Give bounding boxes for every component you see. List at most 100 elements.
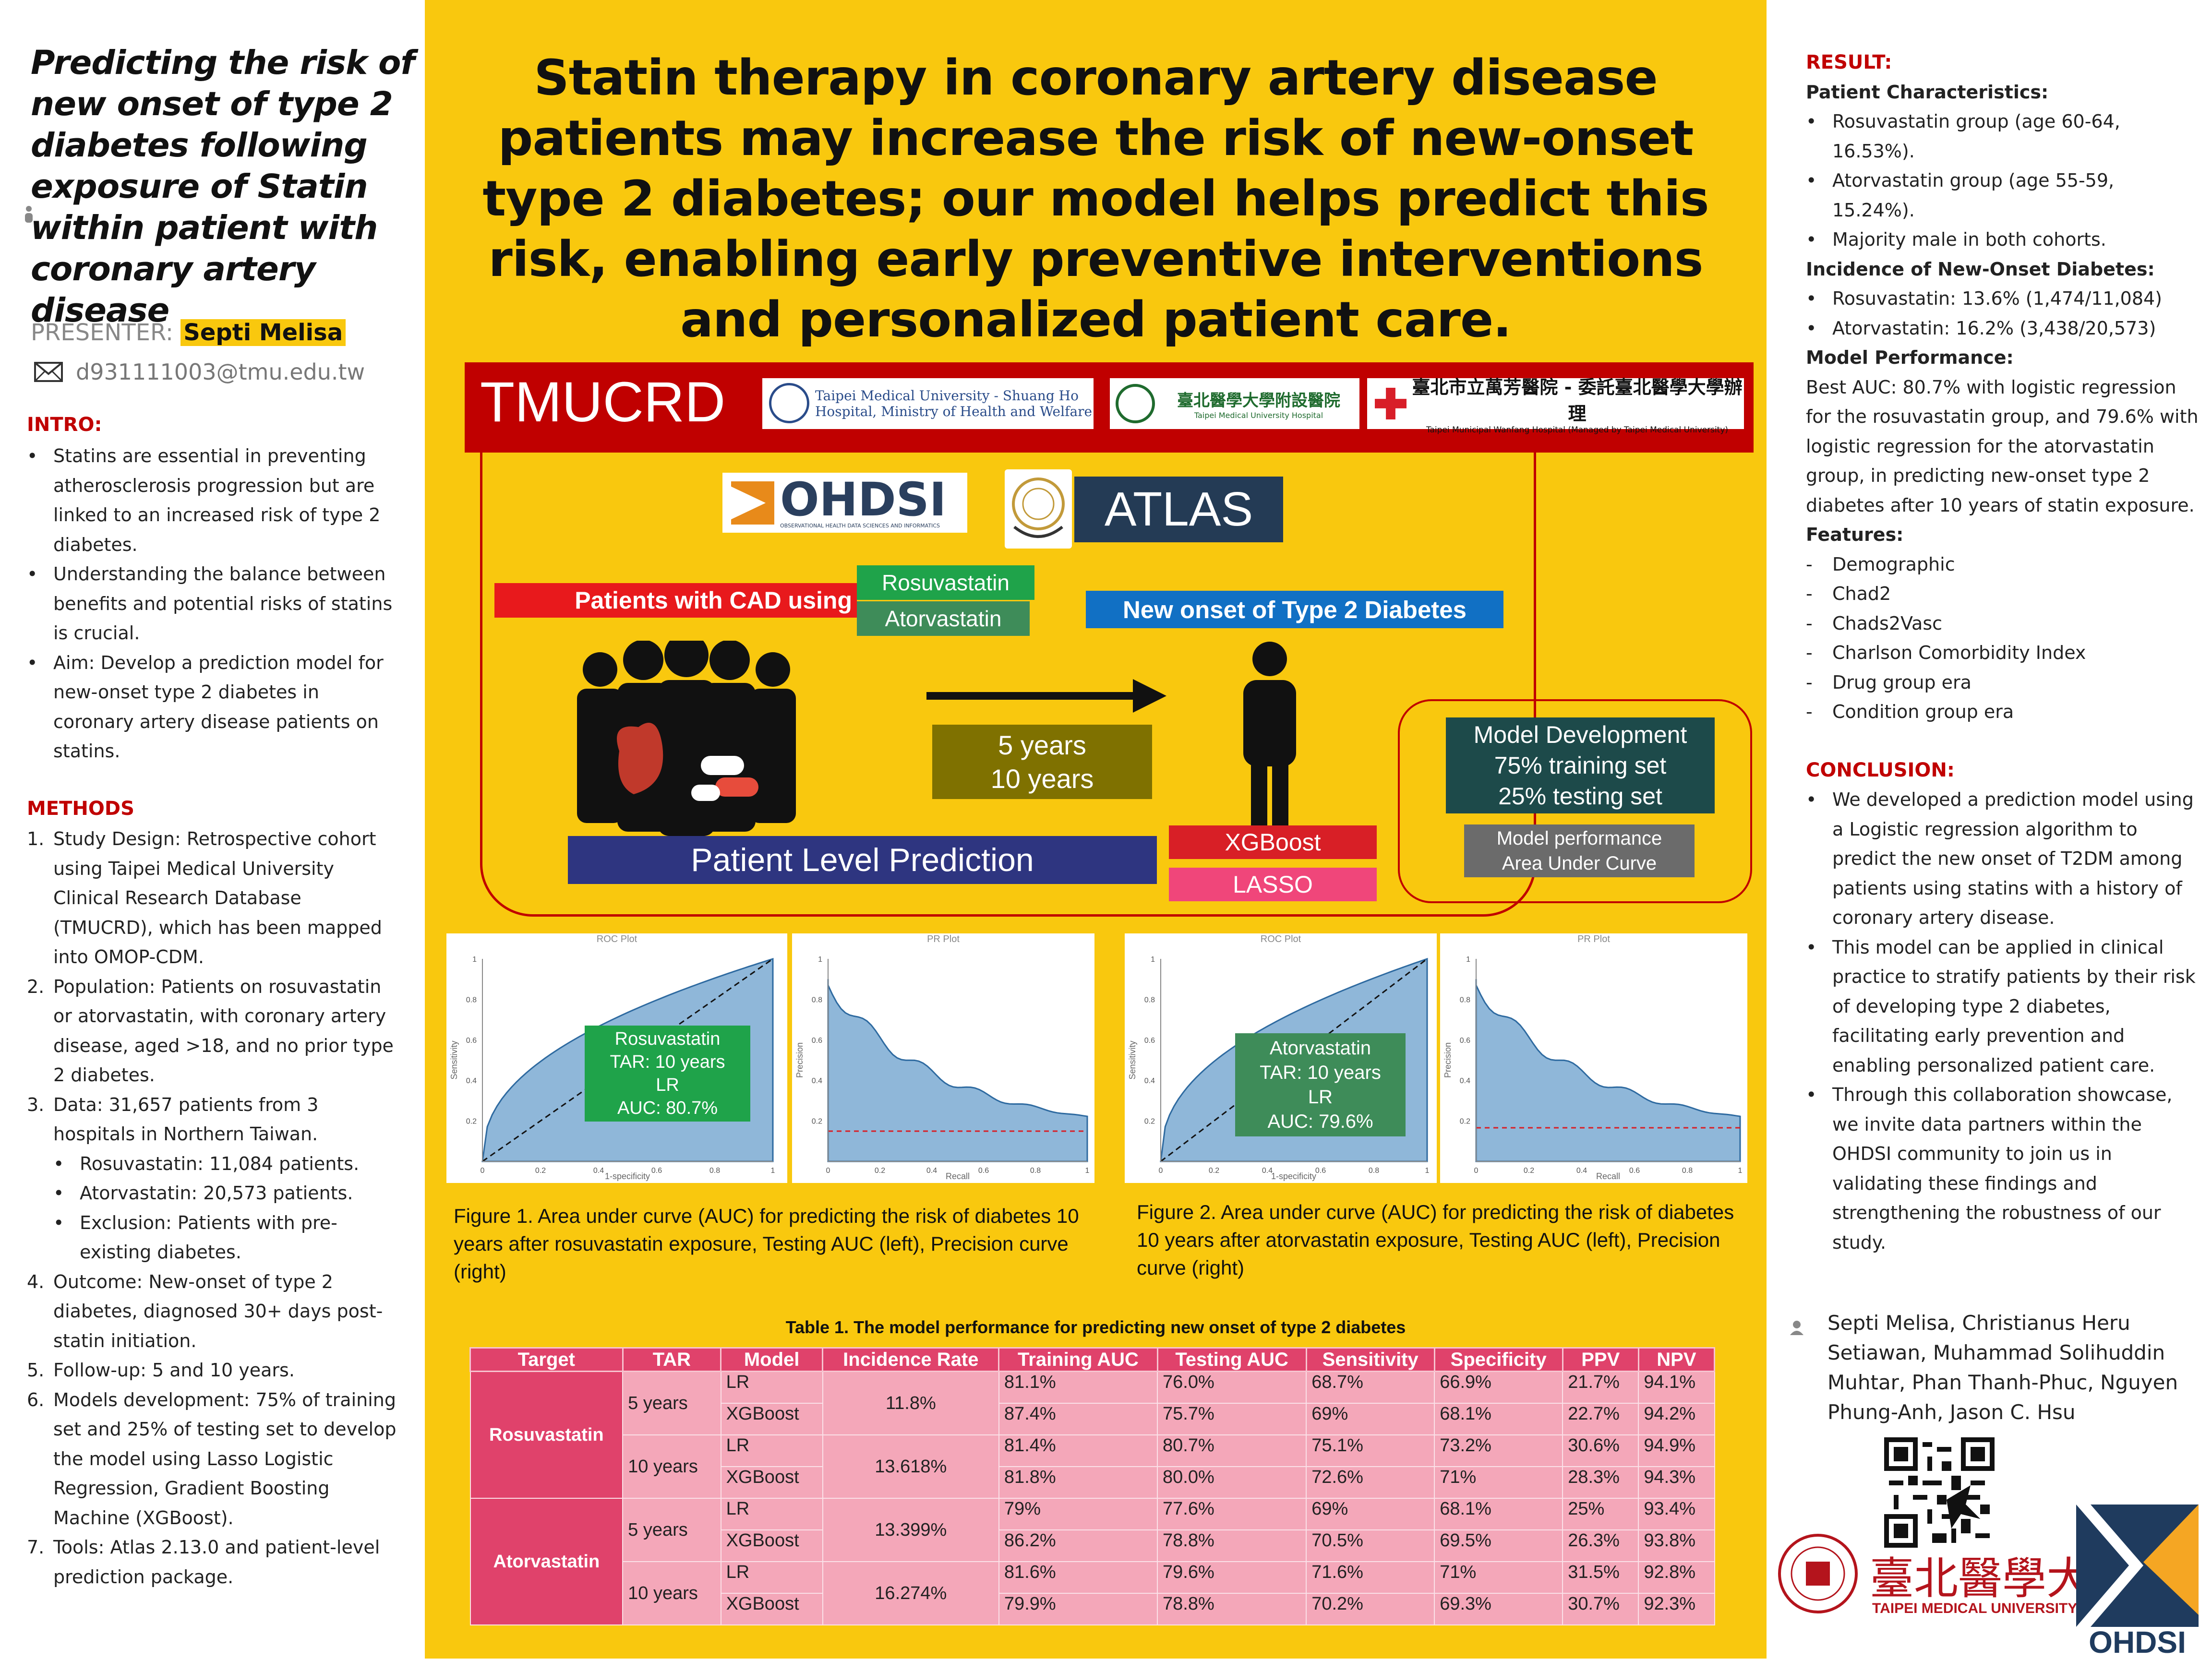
feature-item: Charlson Comorbidity Index bbox=[1806, 638, 2200, 668]
x-tick-label: 0.2 bbox=[1524, 1167, 1534, 1175]
target-cell: Rosuvastatin bbox=[469, 1371, 624, 1499]
x-tick-label: 0.8 bbox=[709, 1167, 720, 1175]
atlas-label: ATLAS bbox=[1074, 477, 1283, 542]
tar-cell: 5 years bbox=[622, 1371, 721, 1435]
features-heading: Features: bbox=[1806, 524, 1904, 545]
ohdsi-logo: OHDSI OBSERVATIONAL HEALTH DATA SCIENCES… bbox=[722, 473, 967, 533]
y-tick-label: 0.6 bbox=[466, 1037, 477, 1045]
tmuh-logo: 臺北醫學大學附設醫院 Taipei Medical University Hos… bbox=[1110, 378, 1359, 429]
qr-code-icon[interactable] bbox=[1884, 1437, 1995, 1548]
tmuh-emblem-icon bbox=[1116, 384, 1155, 423]
table-header: Testing AUC bbox=[1156, 1347, 1307, 1372]
metric-cell: 81.6% bbox=[998, 1561, 1158, 1594]
methods-subitem: Exclusion: Patients with pre-existing di… bbox=[53, 1208, 401, 1267]
fig1-pr-svg: PR Plot 0 0.2 0.4 0.6 0.8 1 0.2 0.4 0.6 0.8 1 Rec… bbox=[795, 934, 1090, 1181]
single-patient-icon bbox=[1234, 641, 1306, 835]
person-icon bbox=[24, 205, 34, 224]
metric-cell: 81.8% bbox=[998, 1466, 1158, 1499]
pc-heading: Patient Characteristics: bbox=[1806, 81, 2049, 103]
table-header: NPV bbox=[1637, 1347, 1716, 1372]
fig2-pr-ylabel: Precision bbox=[1443, 1042, 1453, 1078]
y-tick-label: 0.4 bbox=[812, 1077, 822, 1085]
x-tick-label: 0.4 bbox=[593, 1167, 604, 1175]
metric-cell: 70.5% bbox=[1306, 1529, 1435, 1562]
feature-item: Condition group era bbox=[1806, 697, 2200, 727]
metric-cell: 28.3% bbox=[1562, 1466, 1639, 1499]
metric-cell: 31.5% bbox=[1562, 1561, 1639, 1594]
y-tick-label: 0.8 bbox=[1144, 996, 1155, 1004]
fig1-caption: Figure 1. Area under curve (AUC) for pre… bbox=[454, 1205, 1079, 1283]
fig1-pr-plot: PR Plot 0 0.2 0.4 0.6 0.8 1 0.2 0.4 0.6 0.8 1 Rec… bbox=[792, 933, 1094, 1183]
ohdsi-footer-text: OHDSI bbox=[2089, 1625, 2186, 1660]
fig2-pr-xlabel: Recall bbox=[1596, 1171, 1620, 1181]
table-header: PPV bbox=[1562, 1347, 1639, 1372]
plp-label: Patient Level Prediction bbox=[568, 836, 1157, 884]
methods-subitem: Rosuvastatin: 11,084 patients. bbox=[53, 1149, 401, 1179]
y-tick-label: 0.6 bbox=[812, 1037, 822, 1045]
metric-cell: 93.4% bbox=[1638, 1498, 1715, 1530]
metric-cell: 71.6% bbox=[1306, 1561, 1435, 1594]
metric-cell: 75.7% bbox=[1157, 1403, 1307, 1435]
metric-cell: 78.8% bbox=[1157, 1529, 1307, 1562]
shuangho-emblem-icon bbox=[769, 383, 809, 423]
metric-cell: 81.1% bbox=[998, 1371, 1158, 1404]
table-row: 10 years LR 16.274% 81.6% 79.6% 71.6% 71% 31.5%… bbox=[470, 1561, 1715, 1625]
target-cell: Atorvastatin bbox=[469, 1498, 624, 1625]
metric-cell: 80.7% bbox=[1157, 1434, 1307, 1467]
fig1-pr-ylabel: Precision bbox=[795, 1042, 805, 1078]
methods-heading: METHODS bbox=[27, 798, 134, 820]
y-tick-label: 0.6 bbox=[1144, 1037, 1155, 1045]
metric-cell: 79.6% bbox=[1157, 1561, 1307, 1594]
authors: Septi Melisa, Christianus Heru Setiawan,… bbox=[1827, 1311, 2178, 1424]
feature-item: Chads2Vasc bbox=[1806, 609, 2200, 639]
intro-heading: INTRO: bbox=[27, 414, 102, 436]
metric-cell: 66.9% bbox=[1434, 1371, 1563, 1404]
incidence-cell: 11.8% bbox=[822, 1371, 999, 1435]
fig2-pr-title: PR Plot bbox=[1577, 934, 1610, 944]
model-cell: XGBoost bbox=[720, 1403, 823, 1435]
pc-bullet: Rosuvastatin group (age 60-64, 16.53%). bbox=[1806, 107, 2200, 166]
table-header: Training AUC bbox=[998, 1347, 1158, 1372]
presenter-email[interactable]: d931111003@tmu.edu.tw bbox=[76, 359, 365, 385]
y-tick-label: 1 bbox=[1151, 955, 1155, 964]
tar-cell: 10 years bbox=[622, 1561, 721, 1625]
x-tick-label: 0.8 bbox=[1030, 1167, 1041, 1175]
conclusion-bullet: Through this collaboration showcase, we … bbox=[1806, 1080, 2200, 1257]
metric-cell: 73.2% bbox=[1434, 1434, 1563, 1467]
metric-cell: 71% bbox=[1434, 1561, 1563, 1594]
model-perf-heading: Model Performance: bbox=[1806, 347, 2014, 368]
x-tick-label: 0 bbox=[826, 1167, 830, 1175]
author-icon bbox=[1789, 1320, 1805, 1336]
table-row: XGBoost 81.8% 80.0% 72.6% 71% 28.3% 94.3% bbox=[470, 1466, 1715, 1499]
metric-cell: 94.3% bbox=[1638, 1466, 1715, 1499]
rosuvastatin-tag: Rosuvastatin bbox=[857, 565, 1034, 600]
metric-cell: 94.2% bbox=[1638, 1403, 1715, 1435]
x-tick-label: 0.8 bbox=[1369, 1167, 1379, 1175]
tmu-name-en: TAIPEI MEDICAL UNIVERSITY bbox=[1872, 1600, 2078, 1616]
intro-bullet: Understanding the balance between benefi… bbox=[27, 560, 401, 648]
metric-cell: 69% bbox=[1306, 1403, 1435, 1435]
atorvastatin-tag: Atorvastatin bbox=[857, 601, 1030, 636]
metric-cell: 22.7% bbox=[1562, 1403, 1639, 1435]
fig1-roc-ylabel: Sensitivity bbox=[449, 1040, 459, 1079]
model-perf-text: Best AUC: 80.7% with logistic regression… bbox=[1806, 376, 2199, 516]
metric-cell: 26.3% bbox=[1562, 1529, 1639, 1562]
patient-group-icon bbox=[571, 633, 802, 837]
pill-icon bbox=[691, 756, 758, 801]
y-tick-label: 0.2 bbox=[1144, 1118, 1155, 1126]
model-cell: XGBoost bbox=[720, 1593, 823, 1625]
x-tick-label: 0.8 bbox=[1682, 1167, 1693, 1175]
fig2-roc-ylabel: Sensitivity bbox=[1128, 1040, 1137, 1079]
lasso-label: LASSO bbox=[1169, 868, 1377, 901]
xgboost-label: XGBoost bbox=[1169, 825, 1377, 859]
y-tick-label: 0.8 bbox=[812, 996, 822, 1004]
metric-cell: 30.6% bbox=[1562, 1434, 1639, 1467]
poster-title: Predicting the risk of new onset of type… bbox=[31, 44, 415, 330]
metric-cell: 75.1% bbox=[1306, 1434, 1435, 1467]
metric-cell: 21.7% bbox=[1562, 1371, 1639, 1404]
fig2-pr-svg: PR Plot 0 0.2 0.4 0.6 0.8 1 0.2 0.4 0.6 0.8 1 Rec… bbox=[1443, 934, 1743, 1181]
table-row: XGBoost 87.4% 75.7% 69% 68.1% 22.7% 94.2% bbox=[470, 1403, 1715, 1435]
table-header: Sensitivity bbox=[1305, 1347, 1435, 1372]
x-tick-label: 0 bbox=[1159, 1167, 1163, 1175]
incidence-heading: Incidence of New-Onset Diabetes: bbox=[1806, 258, 2155, 280]
